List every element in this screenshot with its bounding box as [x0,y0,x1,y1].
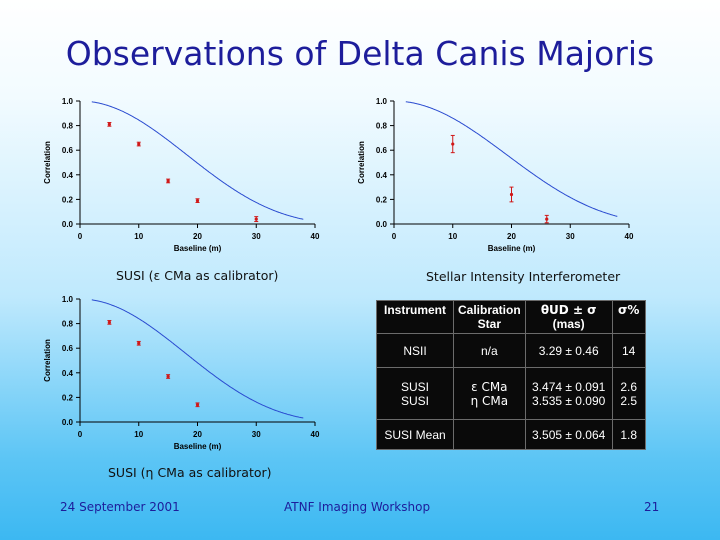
cell-theta: 3.29 ± 0.46 [524,333,613,368]
y-tick-label: 0.4 [376,171,388,180]
x-tick-label: 0 [392,232,397,241]
cell-instrument: SUSI Mean [376,419,454,450]
header-theta: θUD ± σ (mas) [524,300,613,334]
cell-instrument-eta: SUSI [400,393,429,408]
data-point [107,320,111,324]
chart-susi-eps: 0.0 0.2 0.4 0.6 0.8 1.0 0 10 20 30 40 Baseline (m) C… [43,97,320,253]
data-point [254,217,258,221]
table-row: SUSI Mean 3.505 ± 0.064 1.8 [376,419,646,450]
table-row: SUSI SUSI ε CMa η CMa 3.474 ± 0.091 3.53… [376,367,646,420]
cell-calibrator-eps: ε CMa [471,379,508,394]
x-tick-label: 20 [507,232,516,241]
y-tick-label: 0.8 [62,320,74,329]
y-axis-label: Correlation [43,339,52,382]
cell-theta-eps: 3.474 ± 0.091 [532,379,606,394]
x-tick-label: 10 [134,232,143,241]
y-axis-label: Correlation [357,141,366,184]
data-point [195,199,200,203]
y-tick-label: 0.6 [62,146,74,155]
x-tick-label: 20 [193,232,202,241]
footer-event: ATNF Imaging Workshop [284,500,431,514]
model-curve [91,299,304,419]
cell-theta: 3.474 ± 0.091 3.535 ± 0.090 [524,367,613,420]
x-tick-label: 10 [448,232,457,241]
footer-date: 24 September 2001 [60,500,180,514]
y-tick-label: 0.2 [376,195,388,204]
x-tick-label: 10 [134,430,143,439]
header-calibration-line1: Calibration [458,303,521,317]
cell-pct-eta: 2.5 [620,393,638,408]
cell-instrument: NSII [376,333,454,368]
data-point [107,122,111,126]
y-tick-label: 0.2 [62,393,74,402]
header-sigma-pct-label: σ% [617,303,640,317]
header-instrument: Instrument [376,300,454,334]
y-tick-label: 0.8 [62,122,74,131]
table-header-row: Instrument Calibration Star θUD ± σ (mas… [376,300,646,334]
caption-susi-eps: SUSI (ε CMa as calibrator) [116,268,279,283]
x-tick-label: 40 [311,232,320,241]
cell-calibrator-eta: η CMa [470,393,509,408]
caption-sii: Stellar Intensity Interferometer [426,269,621,284]
x-tick-label: 40 [625,232,634,241]
chart-sii: 0.0 0.2 0.4 0.6 0.8 1.0 0 10 20 30 40 Baseline (m) C… [357,97,634,253]
y-axis-label: Correlation [43,141,52,184]
cell-calibrator [453,419,526,450]
header-theta-line1: θUD ± σ [540,303,597,317]
page-title: Observations of Delta Canis Majoris [65,34,655,73]
data-point [166,179,170,183]
x-axis-label: Baseline (m) [488,244,536,253]
header-sigma-pct: σ% [611,300,646,334]
data-point [451,142,455,146]
y-tick-label: 0.0 [62,220,74,229]
cell-pct-eps: 2.6 [620,379,638,394]
y-tick-label: 0.6 [62,344,74,353]
y-tick-label: 0.4 [62,369,74,378]
x-axis-label: Baseline (m) [174,244,222,253]
header-theta-line2: (mas) [552,317,585,331]
data-point [195,403,200,407]
y-tick-label: 0.0 [376,220,388,229]
x-tick-label: 0 [78,430,83,439]
chart-susi-eta: 0.0 0.2 0.4 0.6 0.8 1.0 0 10 20 30 40 Baseline (m) C… [43,295,320,451]
data-point [166,374,170,379]
header-calibration: Calibration Star [453,300,526,334]
y-tick-label: 1.0 [62,295,74,304]
model-curve [91,101,304,220]
y-tick-label: 0.0 [62,418,74,427]
y-tick-label: 1.0 [376,97,388,106]
y-tick-label: 0.2 [62,195,74,204]
data-point [137,142,141,146]
y-tick-label: 0.4 [62,171,74,180]
table-row: NSII n/a 3.29 ± 0.46 14 [376,333,646,368]
x-axis-label: Baseline (m) [174,442,222,451]
x-tick-label: 40 [311,430,320,439]
cell-pct: 14 [611,333,646,368]
data-point [137,341,141,345]
cell-instrument-eps: SUSI [400,379,429,394]
y-tick-label: 1.0 [62,97,74,106]
model-curve [405,101,618,217]
cell-pct: 1.8 [611,419,646,450]
cell-theta-eta: 3.535 ± 0.090 [532,393,606,408]
cell-instrument: SUSI SUSI [376,367,454,420]
cell-pct: 2.6 2.5 [611,367,646,420]
results-table: Instrument Calibration Star θUD ± σ (mas… [376,300,646,450]
header-calibration-line2: Star [477,317,501,331]
y-tick-label: 0.6 [376,146,388,155]
x-tick-label: 0 [78,232,83,241]
x-tick-label: 30 [252,430,261,439]
cell-calibrator: n/a [453,333,526,368]
x-tick-label: 30 [252,232,261,241]
header-instrument-label: Instrument [383,303,446,317]
cell-theta: 3.505 ± 0.064 [524,419,613,450]
caption-susi-eta: SUSI (η CMa as calibrator) [108,465,272,480]
x-tick-label: 20 [193,430,202,439]
cell-calibrator: ε CMa η CMa [453,367,526,420]
y-tick-label: 0.8 [376,122,388,131]
data-point [545,217,549,221]
x-tick-label: 30 [566,232,575,241]
data-point [509,192,514,197]
footer-page-number: 21 [644,500,660,514]
